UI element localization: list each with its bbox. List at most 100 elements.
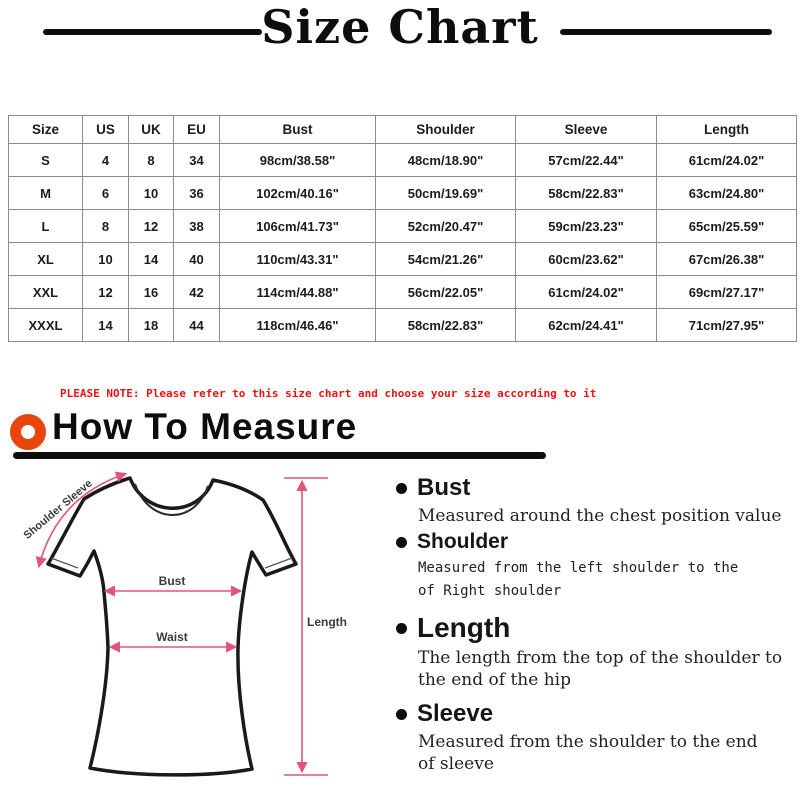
table-row: XL 10 14 40 110cm/43.31" 54cm/21.26" 60cm/23.6… xyxy=(8,242,797,276)
measure-item-shoulder: Shoulder Measured from the left shoulder… xyxy=(396,530,791,603)
title-divider-left xyxy=(43,29,262,35)
right-cuff-line xyxy=(264,557,293,569)
table-row: XXXL 14 18 44 118cm/46.46" 58cm/22.83" 62cm/24… xyxy=(8,308,797,342)
table-cell: 65cm/25.59" xyxy=(656,209,797,243)
table-cell: 34 xyxy=(173,143,220,177)
length-label: Length xyxy=(307,615,347,629)
table-cell: XXL xyxy=(8,275,83,309)
measure-heading: Sleeve xyxy=(417,700,494,727)
table-cell: 42 xyxy=(173,275,220,309)
page-title: Size Chart xyxy=(261,0,539,54)
table-cell: 69cm/27.17" xyxy=(656,275,797,309)
table-header-row: Size US UK EU Bust Shoulder Sleeve Lengt… xyxy=(8,115,797,144)
table-cell: 36 xyxy=(173,176,220,210)
table-cell: 12 xyxy=(128,209,174,243)
table-cell: S xyxy=(8,143,83,177)
table-cell: 10 xyxy=(128,176,174,210)
table-cell: XL xyxy=(8,242,83,276)
table-cell: 62cm/24.41" xyxy=(515,308,657,342)
column-header: Length xyxy=(656,115,797,144)
table-cell: 63cm/24.80" xyxy=(656,176,797,210)
table-cell: 44 xyxy=(173,308,220,342)
table-row: XXL 12 16 42 114cm/44.88" 56cm/22.05" 61cm/24.… xyxy=(8,275,797,309)
description-line: Measured around the chest position value xyxy=(418,506,782,526)
table-cell: XXXL xyxy=(8,308,83,342)
title-row: Size Chart xyxy=(0,0,800,70)
description-line: Measured from the shoulder to the end xyxy=(418,732,758,752)
table-cell: 114cm/44.88" xyxy=(219,275,376,309)
table-cell: 110cm/43.31" xyxy=(219,242,376,276)
table-cell: 60cm/23.62" xyxy=(515,242,657,276)
table-cell: 8 xyxy=(128,143,174,177)
table-cell: 57cm/22.44" xyxy=(515,143,657,177)
measure-item-sleeve: Sleeve Measured from the shoulder to the… xyxy=(396,700,791,775)
column-header: Sleeve xyxy=(515,115,657,144)
size-chart-table: Size US UK EU Bust Shoulder Sleeve Lengt… xyxy=(8,115,797,342)
measure-heading: Length xyxy=(417,612,511,643)
table-cell: 71cm/27.95" xyxy=(656,308,797,342)
column-header: Size xyxy=(8,115,83,144)
table-cell: L xyxy=(8,209,83,243)
column-header: US xyxy=(82,115,129,144)
measure-item-bust: Bust Measured around the chest position … xyxy=(396,474,791,527)
ring-icon xyxy=(10,414,46,450)
column-header: Bust xyxy=(219,115,376,144)
table-cell: 18 xyxy=(128,308,174,342)
measure-description: Measured around the chest position value xyxy=(418,505,791,527)
column-header: Shoulder xyxy=(375,115,516,144)
size-note: PLEASE NOTE: Please refer to this size c… xyxy=(60,387,597,400)
table-cell: 67cm/26.38" xyxy=(656,242,797,276)
shoulder-sleeve-arrow xyxy=(35,471,128,569)
table-cell: 12 xyxy=(82,275,129,309)
table-cell: 50cm/19.69" xyxy=(375,176,516,210)
table-cell: 118cm/46.46" xyxy=(219,308,376,342)
table-cell: 106cm/41.73" xyxy=(219,209,376,243)
description-line: of Right shoulder xyxy=(418,583,562,599)
table-cell: 58cm/22.83" xyxy=(515,176,657,210)
table-cell: 16 xyxy=(128,275,174,309)
bullet-icon xyxy=(396,708,407,720)
table-row: S 4 8 34 98cm/38.58" 48cm/18.90" 57cm/22.44" 61… xyxy=(8,143,797,177)
how-to-measure-title: How To Measure xyxy=(52,406,358,447)
column-header: EU xyxy=(173,115,220,144)
table-row: M 6 10 36 102cm/40.16" 50cm/19.69" 58cm/22.83"… xyxy=(8,176,797,210)
measure-heading: Shoulder xyxy=(417,530,509,553)
column-header: UK xyxy=(128,115,174,144)
table-cell: 14 xyxy=(128,242,174,276)
table-cell: 40 xyxy=(173,242,220,276)
measure-heading: Bust xyxy=(417,474,471,501)
table-cell: 52cm/20.47" xyxy=(375,209,516,243)
table-cell: 8 xyxy=(82,209,129,243)
table-cell: 98cm/38.58" xyxy=(219,143,376,177)
measure-description: Measured from the shoulder to the end of… xyxy=(418,731,791,775)
waist-label: Waist xyxy=(156,630,188,644)
measure-description: The length from the top of the shoulder … xyxy=(418,647,791,691)
tshirt-outline xyxy=(46,476,298,777)
table-cell: 102cm/40.16" xyxy=(219,176,376,210)
tshirt-measure-diagram: Shoulder Sleeve Bust Waist Length xyxy=(21,471,347,777)
bullet-icon xyxy=(396,482,407,494)
table-cell: 6 xyxy=(82,176,129,210)
measure-description: Measured from the left shoulder to the o… xyxy=(418,557,791,603)
collar-line xyxy=(134,483,209,516)
bullet-icon xyxy=(396,622,407,634)
description-line: of sleeve xyxy=(418,754,494,774)
bullet-icon xyxy=(396,536,407,548)
table-cell: 14 xyxy=(82,308,129,342)
table-cell: 4 xyxy=(82,143,129,177)
description-line: The length from the top of the shoulder … xyxy=(418,648,783,668)
table-row: L 8 12 38 106cm/41.73" 52cm/20.47" 59cm/23.23"… xyxy=(8,209,797,243)
title-divider-right xyxy=(560,29,772,35)
table-cell: 38 xyxy=(173,209,220,243)
table-cell: 54cm/21.26" xyxy=(375,242,516,276)
table-cell: 48cm/18.90" xyxy=(375,143,516,177)
description-line: Measured from the left shoulder to the xyxy=(418,560,739,576)
table-cell: 61cm/24.02" xyxy=(656,143,797,177)
table-body: S 4 8 34 98cm/38.58" 48cm/18.90" 57cm/22.44" 61… xyxy=(8,143,797,342)
section-underline xyxy=(13,452,546,459)
measure-item-length: Length The length from the top of the sh… xyxy=(396,612,791,691)
bust-label: Bust xyxy=(159,574,186,588)
table-cell: 10 xyxy=(82,242,129,276)
description-line: the end of the hip xyxy=(418,670,571,690)
table-cell: M xyxy=(8,176,83,210)
